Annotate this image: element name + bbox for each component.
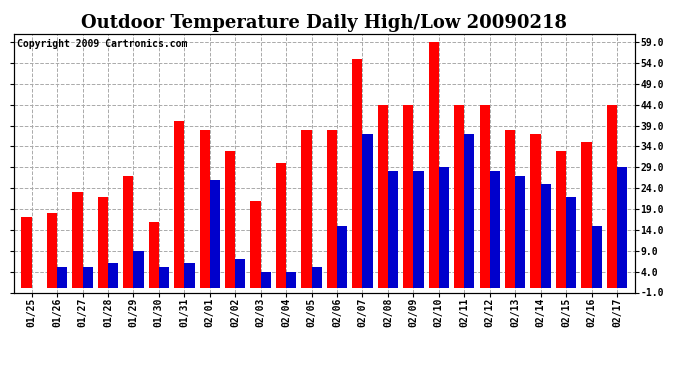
Bar (225, 151, 235, 288)
Bar (377, 105, 388, 288)
Bar (362, 134, 373, 288)
Bar (57, 267, 67, 288)
Bar (337, 226, 347, 288)
Bar (490, 171, 500, 288)
Bar (98, 196, 108, 288)
Bar (276, 163, 286, 288)
Bar (464, 134, 475, 288)
Bar (210, 180, 220, 288)
Bar (403, 105, 413, 288)
Bar (124, 176, 133, 288)
Bar (591, 226, 602, 288)
Bar (235, 259, 246, 288)
Bar (261, 272, 271, 288)
Bar (286, 272, 296, 288)
Bar (388, 171, 398, 288)
Bar (83, 267, 92, 288)
Bar (454, 105, 464, 288)
Bar (47, 213, 57, 288)
Bar (480, 105, 490, 288)
Bar (72, 192, 83, 288)
Bar (353, 59, 362, 288)
Bar (108, 263, 118, 288)
Bar (617, 167, 627, 288)
Bar (439, 167, 449, 288)
Bar (148, 222, 159, 288)
Bar (174, 122, 184, 288)
Bar (327, 130, 337, 288)
Bar (184, 263, 195, 288)
Bar (531, 134, 541, 288)
Bar (607, 105, 617, 288)
Bar (413, 171, 424, 288)
Bar (199, 130, 210, 288)
Bar (505, 130, 515, 288)
Text: Copyright 2009 Cartronics.com: Copyright 2009 Cartronics.com (17, 39, 187, 49)
Bar (159, 267, 169, 288)
Title: Outdoor Temperature Daily High/Low 20090218: Outdoor Temperature Daily High/Low 20090… (81, 14, 567, 32)
Bar (515, 176, 525, 288)
Bar (302, 130, 312, 288)
Bar (250, 201, 261, 288)
Bar (312, 267, 322, 288)
Bar (582, 142, 591, 288)
Bar (428, 42, 439, 288)
Bar (541, 184, 551, 288)
Bar (556, 151, 566, 288)
Bar (566, 196, 576, 288)
Bar (21, 217, 32, 288)
Bar (133, 251, 144, 288)
